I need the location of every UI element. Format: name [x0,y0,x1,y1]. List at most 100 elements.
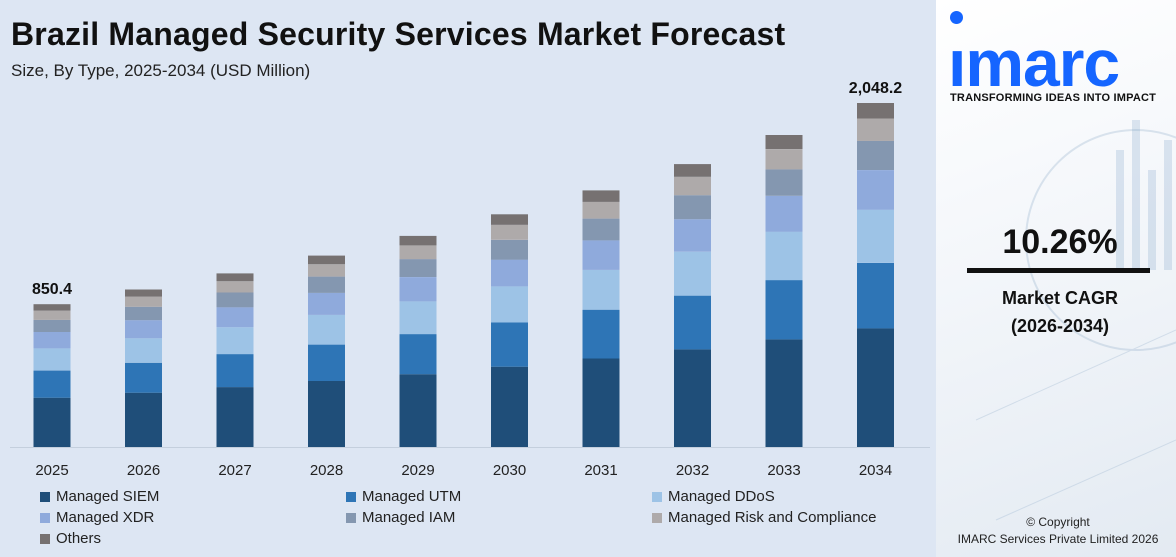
legend-swatch [346,491,356,502]
x-tick-label: 2029 [401,462,434,479]
bar-segment-2031-managed-iam [582,218,620,241]
logo-dot-icon [950,11,963,24]
bar-segment-2030-managed-xdr [491,259,528,287]
legend-swatch [652,512,662,523]
bar-segment-2029-others [399,235,437,246]
legend-item: Managed Risk and Compliance [652,509,876,526]
bar-segment-2034-others [857,103,894,119]
bar-segment-2025-managed-iam [33,319,71,332]
cagr-label: Market CAGR (2026-2034) [946,284,1174,340]
legend-swatch [40,491,50,502]
x-tick-label: 2033 [767,462,800,479]
bar-segment-2031-managed-risk-and-compliance [582,201,620,219]
legend-swatch [40,512,50,523]
data-label-total: 850.4 [32,281,72,298]
legend-swatch [652,491,662,502]
chart-subtitle: Size, By Type, 2025-2034 (USD Million) [11,61,311,80]
bar-segment-2025-managed-ddos [33,348,71,371]
copyright: © Copyright IMARC Services Private Limit… [940,514,1176,548]
background-chart-decoration [975,120,1176,521]
bar-segment-2031-others [582,190,620,202]
legend-label: Managed DDoS [668,488,775,505]
bar-segment-2032-managed-siem [674,349,711,447]
legend-swatch [40,533,50,544]
bar-segment-2026-others [125,289,162,297]
bar-segment-2033-managed-utm [765,280,803,340]
legend-item: Managed UTM [346,488,461,505]
legend-label: Managed UTM [362,488,462,505]
legend-swatch [346,512,356,523]
bar-segment-2034-managed-xdr [857,170,894,210]
bar-segment-2033-managed-iam [765,169,803,196]
bar-segment-2027-managed-siem [216,387,254,447]
bar-segment-2034-managed-utm [857,263,894,329]
bar-segment-2025-managed-xdr [33,332,71,349]
bar-segment-2031-managed-utm [582,309,620,359]
bar-segment-2027-managed-ddos [216,327,254,355]
cagr-label-line2: (2026-2034) [1010,316,1110,336]
legend-item: Managed XDR [40,509,154,526]
bar-segment-2025-managed-utm [33,370,71,398]
bar-segment-2026-managed-iam [125,306,162,321]
bar-segment-2025-managed-risk-and-compliance [33,310,71,320]
cagr-value: 10.26% [1002,223,1118,261]
bar-segment-2032-managed-utm [674,295,711,350]
bar-segment-2034-managed-siem [857,328,894,447]
x-tick-label: 2031 [584,462,617,479]
bar-segment-2031-managed-ddos [582,269,620,310]
legend-label: Managed XDR [56,509,155,526]
bar-segment-2028-managed-siem [308,381,345,447]
x-tick-label: 2034 [859,462,892,479]
bar-segment-2031-managed-siem [582,358,620,447]
bar-segment-2034-managed-ddos [857,209,894,263]
bar-segment-2034-managed-iam [857,140,894,170]
bar-segment-2025-others [33,304,71,311]
legend-item: Managed SIEM [40,488,159,505]
bar-segment-2032-managed-risk-and-compliance [674,176,711,196]
bar-segment-2030-managed-iam [491,239,528,260]
x-tick-label: 2025 [35,462,68,479]
bar-segment-2029-managed-siem [399,374,437,447]
bar-segment-2026-managed-ddos [125,338,162,363]
legend-item: Managed DDoS [652,488,775,505]
legend-label: Managed Risk and Compliance [668,509,877,526]
bar-segment-2026-managed-siem [125,392,162,447]
chart-legend: Managed SIEM Managed UTM Managed DDoS Manag… [40,488,930,552]
chart-title: Brazil Managed Security Services Market … [11,16,786,52]
x-tick-label: 2026 [127,462,160,479]
cagr-divider [967,268,1150,273]
bar-segment-2027-managed-xdr [216,307,254,328]
bar-segment-2030-managed-ddos [491,286,528,323]
bar-segment-2026-managed-xdr [125,320,162,339]
x-tick-label: 2030 [493,462,526,479]
x-tick-label: 2028 [310,462,343,479]
bar-segment-2033-managed-ddos [765,231,803,281]
bar-segment-2032-managed-iam [674,195,711,220]
legend-item: Others [40,530,101,547]
bar-segment-2028-managed-iam [308,276,345,293]
bar-segment-2032-others [674,164,711,177]
bar-segment-2027-others [216,273,254,282]
legend-label: Others [56,530,102,547]
bar-segment-2033-managed-siem [765,339,803,447]
bar-segment-2029-managed-iam [399,259,437,277]
bar-segment-2033-others [765,135,803,149]
bar-segment-2030-managed-risk-and-compliance [491,224,528,240]
sidebar-panel [936,0,1176,557]
logo-tagline: TRANSFORMING IDEAS INTO IMPACT [950,92,1157,104]
bar-segment-2027-managed-risk-and-compliance [216,281,254,293]
bar-segment-2028-managed-ddos [308,314,345,345]
legend-label: Managed IAM [362,509,456,526]
bar-segment-2028-others [308,255,345,265]
copyright-line1: © Copyright [1026,515,1090,529]
bar-segment-2028-managed-xdr [308,292,345,315]
bar-segment-2034-managed-risk-and-compliance [857,118,894,141]
x-tick-label: 2032 [676,462,709,479]
bar-chart: 2025 2026 2027 2028 2029 2030 2031 2032 2033 2034… [10,80,930,479]
x-tick-label: 2027 [218,462,251,479]
imarc-logo: ımarc [948,26,1120,100]
bar-segment-2029-managed-xdr [399,277,437,302]
data-label-total: 2,048.2 [849,80,902,97]
bar-segment-2029-managed-risk-and-compliance [399,245,437,260]
bar-segment-2032-managed-ddos [674,251,711,296]
